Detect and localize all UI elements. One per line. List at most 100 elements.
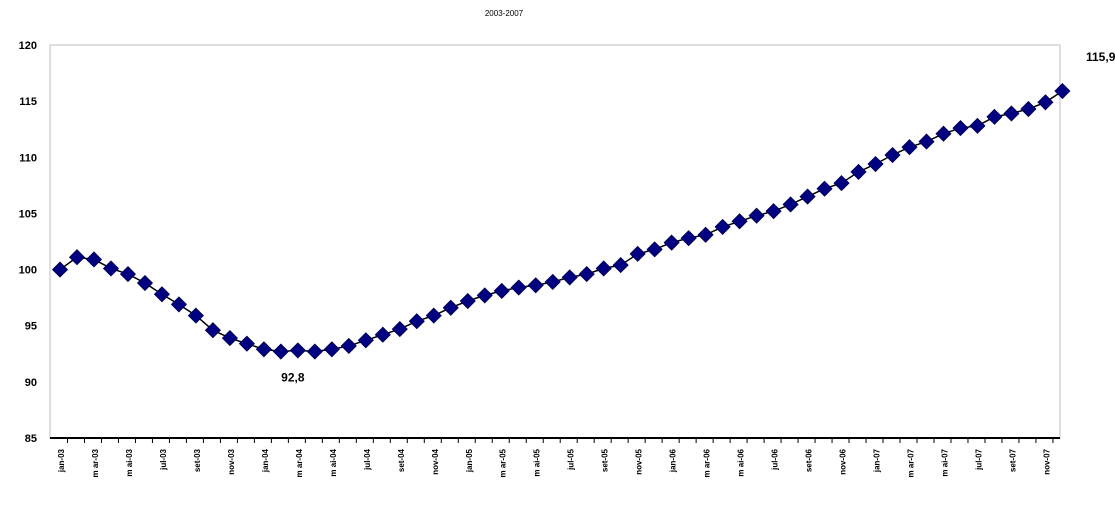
series-line [51, 82, 1071, 360]
data-point-marker [765, 203, 782, 220]
y-tick-label: 85 [25, 433, 37, 445]
x-tick-label: jan-07 [873, 448, 882, 473]
data-point-marker [799, 188, 816, 205]
data-point-marker [952, 120, 969, 137]
data-point-marker [153, 286, 171, 303]
data-point-marker [646, 241, 663, 258]
data-point-marker [901, 139, 918, 156]
data-point-marker [714, 218, 731, 235]
y-tick-label: 105 [19, 208, 37, 220]
chart-subtitle: 2003-2007 [485, 9, 524, 18]
data-point-marker [238, 335, 255, 352]
x-tick-label: m ar-04 [295, 448, 304, 477]
x-tick-label: jul-06 [771, 448, 780, 470]
x-tick-label: set-04 [397, 448, 406, 472]
x-tick-label: m ai-03 [125, 448, 134, 476]
y-tick-label: 120 [19, 40, 37, 52]
x-tick-label: nov-05 [635, 448, 644, 474]
data-point-marker [51, 261, 69, 278]
data-point-marker [187, 307, 204, 324]
data-point-marker [255, 341, 272, 358]
data-point-marker [306, 343, 323, 360]
data-label-annotation: 92,8 [281, 370, 305, 384]
data-point-marker [476, 287, 493, 304]
data-point-marker [1020, 100, 1037, 118]
data-point-marker [357, 332, 374, 349]
x-tick-label: m ar-06 [703, 448, 712, 477]
data-point-marker [340, 337, 357, 354]
x-tick-label: set-07 [1008, 448, 1017, 472]
x-tick-label: nov-04 [431, 448, 440, 474]
x-tick-label: jan-03 [57, 448, 66, 473]
x-tick-label: nov-07 [1042, 448, 1051, 474]
data-point-marker [102, 260, 120, 277]
x-tick-label: nov-03 [227, 448, 236, 474]
data-point-marker [884, 146, 901, 164]
data-point-marker [969, 117, 986, 134]
x-tick-label: m ar-05 [499, 448, 508, 477]
data-point-marker [697, 226, 714, 243]
data-point-marker [1054, 82, 1071, 100]
x-tick-label: jul-03 [159, 448, 168, 470]
data-point-marker [204, 322, 221, 339]
y-tick-label: 100 [19, 265, 37, 277]
data-point-marker [867, 155, 884, 173]
data-point-marker [374, 326, 391, 343]
x-tick-label: jul-07 [974, 448, 983, 470]
x-tick-label: nov-06 [839, 448, 848, 474]
data-point-marker [527, 277, 544, 294]
data-point-marker [612, 257, 629, 274]
y-tick-label: 110 [19, 152, 37, 164]
data-point-marker [408, 313, 425, 330]
x-tick-label: m ai-07 [940, 448, 949, 476]
data-point-marker [289, 342, 306, 359]
x-tick-label: jan-05 [465, 448, 474, 473]
x-tick-label: m ai-05 [533, 448, 542, 476]
data-point-marker [816, 180, 833, 197]
x-tick-label: set-05 [601, 448, 610, 472]
x-tick-label: jul-05 [567, 448, 576, 470]
data-point-marker [493, 282, 510, 299]
data-point-marker [510, 279, 527, 296]
data-point-marker [136, 274, 154, 292]
data-point-marker [561, 269, 578, 286]
data-point-marker [119, 265, 137, 283]
annotations: 92,8 115,9 [281, 50, 1115, 384]
series-line-path [59, 90, 1063, 353]
x-tick-label: jul-04 [363, 448, 372, 470]
data-point-marker [425, 307, 442, 324]
data-point-marker [782, 196, 799, 213]
data-point-marker [935, 125, 952, 142]
data-point-marker [680, 230, 697, 247]
data-point-marker [1037, 94, 1054, 111]
x-tick-label: m ar-07 [907, 448, 916, 477]
data-point-marker [629, 245, 646, 262]
data-point-marker [986, 108, 1003, 125]
x-tick-label: m ar-03 [91, 448, 100, 477]
data-point-marker [595, 260, 612, 277]
x-axis: jan-03 m ar-03 m ai-03 jul-03 set-03 nov-03 ja… [50, 437, 1060, 477]
x-tick-label: jan-06 [669, 448, 678, 473]
y-tick-label: 115 [19, 96, 37, 108]
x-tick-label: jan-04 [261, 448, 270, 473]
y-tick-label: 95 [25, 321, 37, 333]
data-point-marker [731, 213, 748, 230]
data-label-annotation: 115,9 [1086, 50, 1115, 64]
y-axis: 85 90 95 100 105 110 115 120 [19, 40, 37, 445]
data-point-marker [272, 343, 289, 360]
data-point-marker [323, 341, 340, 358]
data-point-marker [1003, 105, 1020, 122]
x-tick-label: m ai-04 [329, 448, 338, 476]
data-point-marker [68, 249, 86, 266]
data-point-marker [663, 234, 680, 251]
data-point-marker [85, 251, 103, 268]
data-point-marker [221, 330, 238, 347]
data-point-marker [850, 163, 867, 180]
data-point-marker [442, 299, 459, 316]
x-tick-label: set-06 [805, 448, 814, 472]
x-tick-label: m ai-06 [737, 448, 746, 476]
data-point-marker [578, 265, 595, 283]
y-tick-label: 90 [25, 377, 37, 389]
data-point-marker [544, 273, 561, 290]
